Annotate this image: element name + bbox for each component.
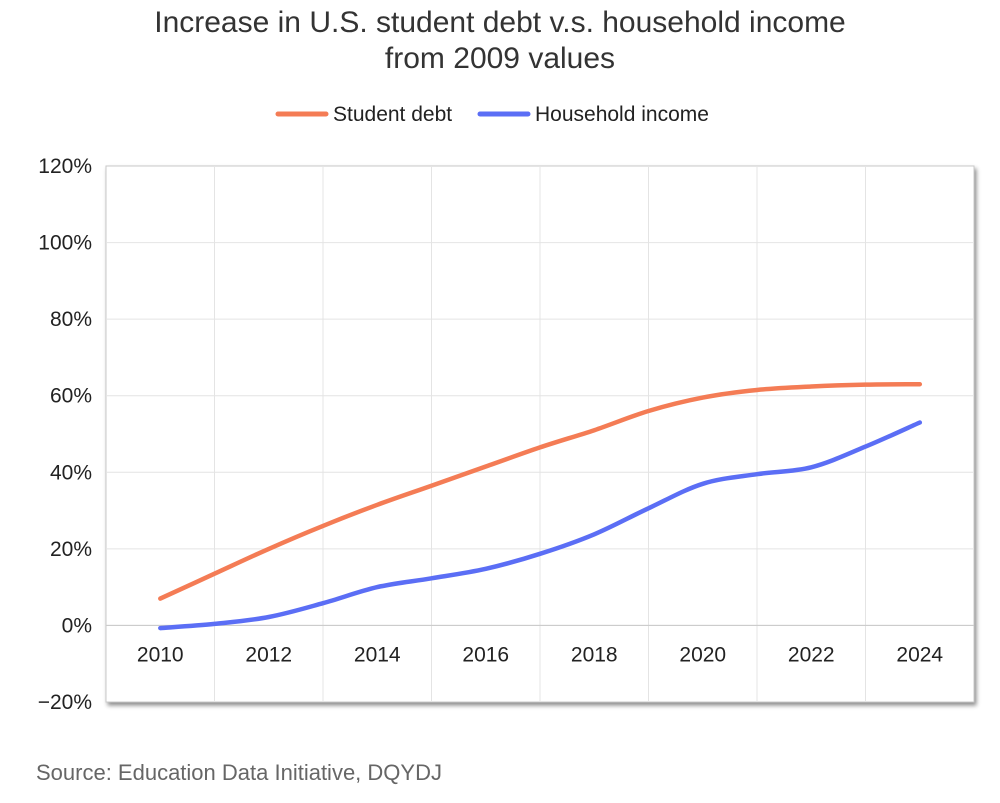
y-tick-label: 100% xyxy=(38,232,92,255)
chart-title-line-2: from 2009 values xyxy=(384,42,616,75)
x-tick-label: 2024 xyxy=(896,643,943,666)
x-axis-tick-labels: 2010 2012 2014 2016 2018 2020 2022 2024 xyxy=(137,643,944,666)
y-tick-label: 40% xyxy=(50,461,92,484)
y-axis-tick-labels: 120% 100% 80% 60% 40% 20% 0% −20% xyxy=(38,155,92,714)
y-tick-label: 0% xyxy=(62,614,92,637)
x-tick-label: 2014 xyxy=(354,643,401,666)
x-tick-label: 2018 xyxy=(571,643,618,666)
y-tick-label: 80% xyxy=(50,308,92,331)
series-line-student-debt xyxy=(158,381,923,601)
y-tick-label: 120% xyxy=(38,155,92,178)
y-tick-label: 60% xyxy=(50,385,92,408)
x-tick-label: 2012 xyxy=(245,643,292,666)
y-tick-label: 20% xyxy=(50,538,92,561)
source-note: Source: Education Data Initiative, DQYDJ xyxy=(36,760,442,785)
legend: Student debt Household income xyxy=(275,103,709,126)
legend-label: Household income xyxy=(535,103,709,126)
chart-title-line-1: Increase in U.S. student debt v.s. house… xyxy=(154,6,846,39)
x-tick-label: 2020 xyxy=(679,643,726,666)
series-line-household-income xyxy=(158,420,923,631)
series-lines xyxy=(158,381,923,631)
y-tick-label: −20% xyxy=(38,691,92,714)
line-chart: Student debt Household income 120% 100% 80%… xyxy=(38,103,975,714)
x-tick-label: 2022 xyxy=(788,643,835,666)
x-tick-label: 2016 xyxy=(462,643,509,666)
legend-label: Student debt xyxy=(333,103,452,126)
x-tick-label: 2010 xyxy=(137,643,184,666)
